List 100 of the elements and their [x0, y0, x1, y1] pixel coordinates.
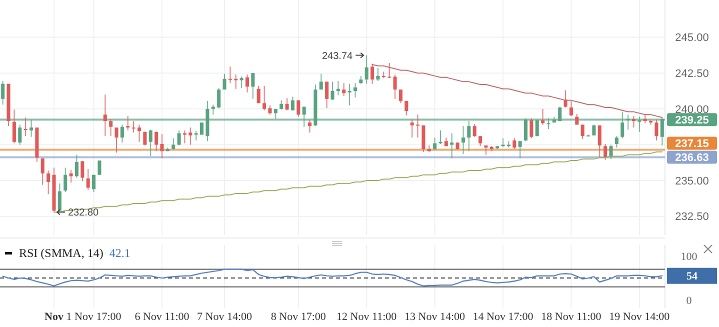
candlestick	[632, 116, 636, 128]
x-tick-label: 18 Nov 11:00	[541, 311, 602, 323]
candlestick	[512, 138, 516, 150]
candlestick	[98, 160, 102, 176]
candlestick	[132, 120, 136, 134]
x-tick-label: 8 Nov 17:00	[270, 311, 326, 323]
candlestick	[143, 131, 147, 146]
candlestick	[580, 124, 584, 140]
candlestick	[177, 130, 181, 146]
candlestick	[46, 170, 50, 195]
candlestick	[103, 94, 107, 137]
candlestick	[109, 118, 113, 137]
candlestick	[268, 104, 272, 116]
candlestick	[364, 54, 368, 84]
candlestick	[285, 98, 289, 111]
candlestick	[18, 124, 22, 146]
y-tick-label: 245.00	[675, 32, 709, 44]
candlestick	[120, 124, 124, 144]
candlestick	[614, 136, 618, 148]
candlestick	[245, 74, 250, 93]
candlestick	[598, 124, 602, 158]
candlestick	[450, 132, 454, 159]
candlestick	[296, 100, 300, 118]
candlestick	[69, 169, 73, 184]
candlestick	[154, 131, 158, 152]
candlestick	[342, 82, 346, 97]
y-tick-label: 242.50	[675, 68, 709, 80]
candlestick	[348, 83, 352, 106]
candlestick	[1, 80, 5, 106]
candlestick	[217, 88, 221, 109]
candlestick	[256, 85, 260, 104]
candlestick	[40, 158, 44, 186]
ref-line-label: 239.25	[675, 114, 709, 126]
candlestick	[148, 129, 152, 157]
candlestick	[654, 119, 658, 141]
candlestick	[80, 160, 84, 182]
candlestick	[398, 89, 402, 104]
candlestick	[308, 119, 312, 134]
x-tick-label: 7 Nov 14:00	[197, 311, 253, 323]
candlestick	[74, 154, 78, 178]
candlestick	[472, 123, 476, 138]
x-tick-label: Nov	[44, 311, 64, 323]
candlestick	[569, 100, 573, 117]
candlestick	[353, 82, 357, 98]
candlestick	[251, 72, 255, 100]
x-tick-label: 6 Nov 11:00	[134, 311, 190, 323]
candlestick	[370, 63, 374, 84]
candlestick	[404, 100, 408, 116]
x-tick-label: 19 Nov 14:00	[609, 311, 670, 323]
candlestick	[478, 136, 482, 147]
ref-line-label: 237.15	[675, 138, 709, 150]
candlestick	[262, 85, 266, 111]
candlestick	[86, 168, 90, 190]
candlestick	[137, 124, 142, 142]
candlestick	[592, 124, 596, 136]
candlestick	[114, 127, 118, 154]
chart-title: RSI (SMMA, 14)	[19, 246, 104, 260]
candlestick	[160, 133, 164, 159]
candlestick	[228, 66, 232, 84]
candlestick	[609, 144, 613, 160]
candlestick	[330, 81, 334, 100]
x-tick-label: 12 Nov 11:00	[336, 311, 398, 323]
candlestick	[240, 76, 244, 89]
candlestick	[433, 137, 437, 151]
candlestick	[64, 167, 68, 193]
ref-line-label: 236.63	[675, 152, 709, 164]
y-tick-label: 240.00	[675, 104, 709, 116]
y-tick-label: 235.00	[675, 175, 709, 188]
x-tick-label: 1 Nov 17:00	[66, 311, 122, 323]
candlestick	[211, 104, 215, 116]
x-tick-label: 13 Nov 14:00	[404, 311, 466, 323]
candlestick	[518, 140, 522, 159]
annotation: 42.1	[109, 246, 130, 260]
candlestick	[410, 119, 414, 138]
candlestick	[92, 174, 96, 193]
candlestick	[604, 144, 608, 160]
candlestick	[438, 130, 442, 145]
candlestick	[388, 62, 392, 79]
candlestick	[336, 80, 340, 96]
x-tick-label: 14 Nov 17:00	[472, 311, 534, 323]
candlestick	[319, 73, 323, 90]
candlestick	[188, 127, 192, 146]
candlestick	[58, 182, 62, 213]
y-tick-label: 100	[680, 250, 698, 263]
annotation: 232.80	[68, 208, 100, 219]
candlestick	[422, 124, 426, 152]
candlestick	[290, 96, 294, 111]
candlestick	[12, 109, 16, 144]
candlestick	[376, 68, 380, 82]
candlestick	[416, 114, 420, 138]
candlestick	[325, 81, 329, 109]
candlestick	[222, 73, 226, 90]
annotation: 243.74	[322, 50, 354, 62]
candlestick	[280, 100, 284, 110]
text: 54	[686, 270, 698, 283]
line-series	[2, 268, 663, 287]
candlestick	[461, 126, 465, 155]
candlestick	[200, 122, 204, 136]
candlestick	[24, 117, 28, 137]
candlestick	[530, 118, 534, 139]
